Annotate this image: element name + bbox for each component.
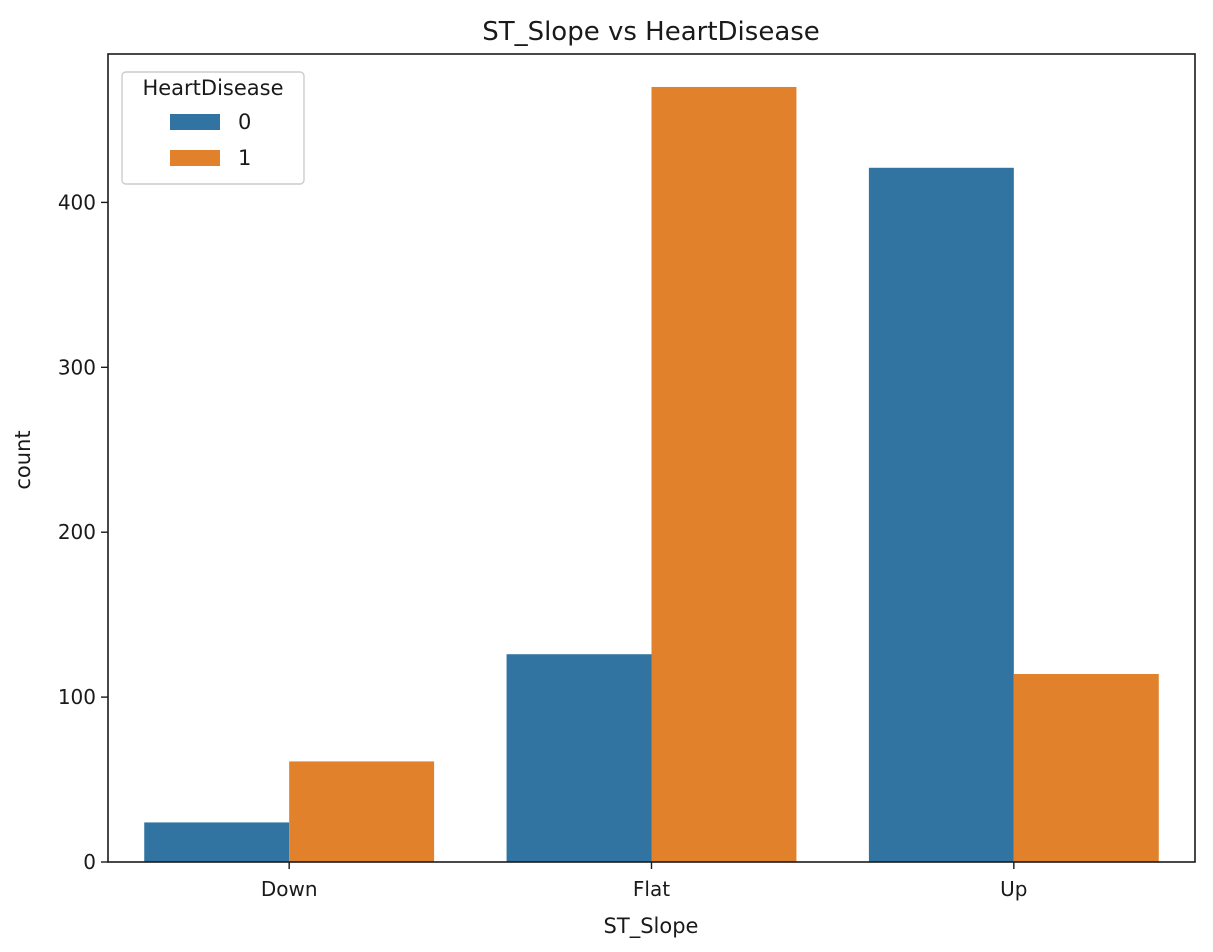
y-tick-label-100: 100 — [58, 685, 96, 709]
legend-swatch-0 — [170, 114, 220, 130]
x-tick-label-flat: Flat — [633, 877, 670, 901]
y-tick-label-200: 200 — [58, 520, 96, 544]
chart-title: ST_Slope vs HeartDisease — [482, 17, 820, 47]
x-tick-label-down: Down — [261, 877, 318, 901]
legend-label-1: 1 — [238, 146, 251, 170]
bar-flat-series-1 — [651, 86, 797, 862]
y-tick-label-400: 400 — [58, 190, 96, 214]
y-axis: 0 100 200 300 400 — [58, 190, 108, 874]
bar-flat-series-0 — [506, 654, 652, 862]
x-axis-label: ST_Slope — [604, 914, 699, 939]
legend: HeartDisease 0 1 — [121, 71, 305, 185]
bar-down-series-0 — [144, 822, 290, 862]
bar-up-series-1 — [1013, 674, 1159, 862]
y-axis-label: count — [11, 430, 35, 489]
x-tick-label-up: Up — [1000, 877, 1027, 901]
legend-swatch-1 — [170, 150, 220, 166]
bars-group — [144, 86, 1159, 862]
bar-down-series-1 — [289, 761, 435, 862]
legend-title: HeartDisease — [142, 76, 283, 100]
bar-up-series-0 — [868, 167, 1014, 862]
legend-label-0: 0 — [238, 110, 251, 134]
y-tick-label-0: 0 — [83, 850, 96, 874]
y-tick-label-300: 300 — [58, 355, 96, 379]
x-axis: Down Flat Up — [261, 862, 1028, 901]
